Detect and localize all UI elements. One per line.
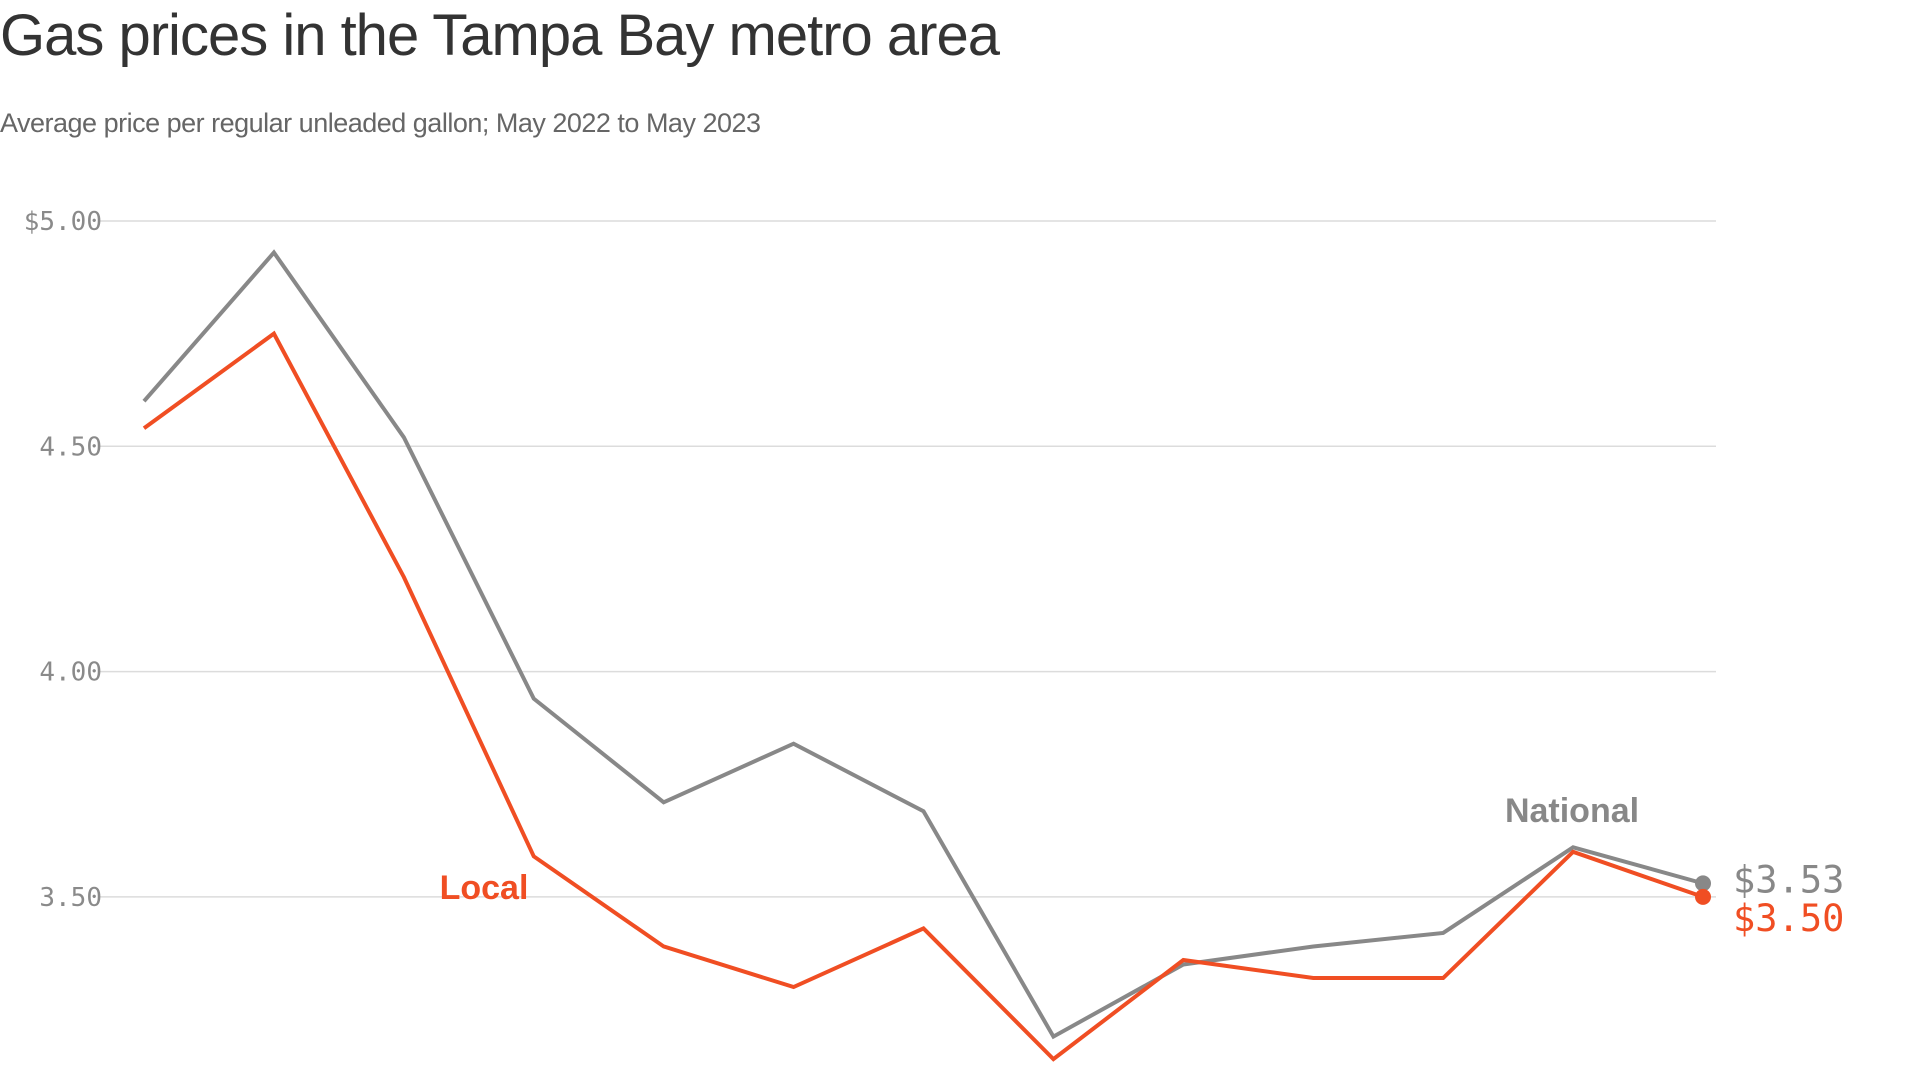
y-tick-label: $5.00 xyxy=(24,207,102,237)
series-line-national xyxy=(142,249,1704,1040)
end-value-national: $3.53 xyxy=(1733,858,1844,901)
y-tick-label: 4.00 xyxy=(39,658,102,688)
y-axis-ticks: $5.00 4.50 4.00 3.50 xyxy=(24,207,102,913)
series-labels: National $3.53 Local $3.50 xyxy=(440,792,1845,940)
chart-title: Gas prices in the Tampa Bay metro area xyxy=(0,3,1000,68)
series-line-local xyxy=(142,330,1704,1062)
series-lines xyxy=(142,249,1704,1062)
series-label-local: Local xyxy=(440,869,529,907)
end-point-local xyxy=(1695,888,1711,905)
series-label-national: National xyxy=(1505,792,1639,830)
end-value-local: $3.50 xyxy=(1733,897,1844,940)
y-tick-label: 4.50 xyxy=(39,432,102,462)
y-tick-label: 3.50 xyxy=(39,883,102,913)
gridlines xyxy=(100,220,1716,898)
chart-subtitle: Average price per regular unleaded gallo… xyxy=(0,108,761,138)
end-point-national xyxy=(1695,875,1711,892)
